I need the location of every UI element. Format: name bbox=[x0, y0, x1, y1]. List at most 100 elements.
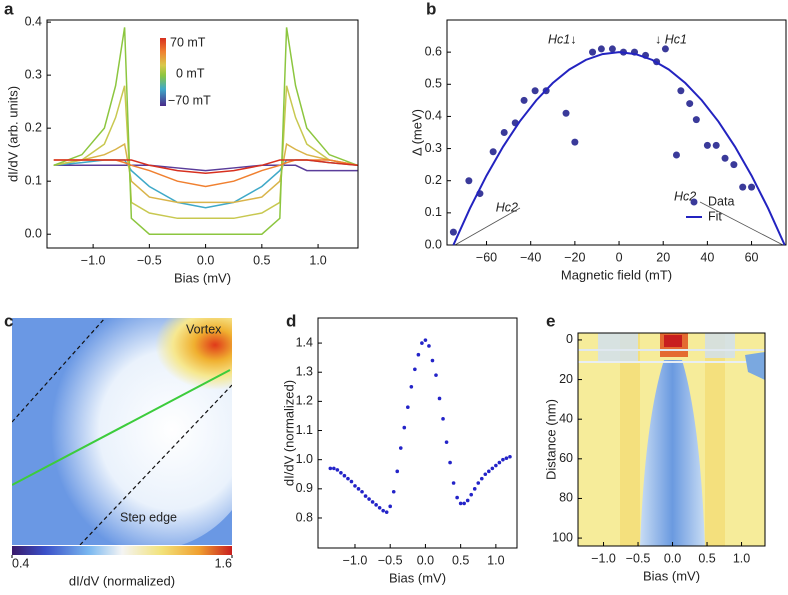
y-axis-label: Distance (nm) bbox=[543, 399, 558, 480]
y-axis-label: Δ (meV) bbox=[409, 109, 424, 156]
x-tick-label: 0 bbox=[616, 250, 623, 264]
data-point bbox=[703, 141, 711, 149]
data-point bbox=[377, 505, 382, 510]
data-point bbox=[692, 116, 700, 124]
data-point bbox=[437, 396, 442, 401]
x-axis-label: Bias (mV) bbox=[174, 270, 231, 285]
panel-label: d bbox=[286, 311, 296, 330]
x-tick-label: 0.0 bbox=[664, 551, 681, 565]
line-series bbox=[53, 159, 358, 174]
y-tick-label: 0.1 bbox=[25, 173, 42, 187]
line-series bbox=[53, 164, 358, 172]
data-point bbox=[356, 487, 361, 491]
annotation: Hc2 bbox=[674, 189, 696, 203]
x-tick-label: −1.0 bbox=[343, 553, 368, 567]
y-tick-label: 80 bbox=[559, 491, 573, 505]
plot-frame bbox=[317, 317, 518, 549]
x-tick-label: −0.5 bbox=[626, 551, 651, 565]
data-point bbox=[449, 228, 457, 236]
data-point bbox=[360, 489, 364, 494]
x-tick-label: 0.5 bbox=[452, 553, 469, 567]
guide-line bbox=[454, 207, 521, 246]
data-point bbox=[661, 45, 669, 53]
legend-label: Fit bbox=[708, 209, 722, 223]
y-tick-label: 100 bbox=[552, 530, 573, 544]
data-point bbox=[465, 498, 470, 503]
data-point bbox=[501, 457, 505, 462]
line-series bbox=[53, 27, 358, 235]
data-point bbox=[739, 183, 747, 191]
x-tick-label: −1.0 bbox=[81, 253, 106, 267]
data-point bbox=[374, 503, 378, 507]
x-tick-label: 40 bbox=[700, 250, 714, 264]
data-point bbox=[409, 384, 414, 389]
y-tick-label: 1.3 bbox=[296, 365, 313, 379]
data-point bbox=[346, 476, 350, 481]
data-point bbox=[328, 466, 333, 471]
x-tick-label: −1.0 bbox=[591, 551, 616, 565]
y-tick-label: 0.3 bbox=[25, 67, 42, 81]
y-tick-label: 0.9 bbox=[296, 481, 313, 495]
data-point bbox=[391, 489, 396, 494]
data-point bbox=[487, 469, 491, 474]
data-point bbox=[384, 510, 389, 514]
data-point bbox=[349, 479, 354, 484]
y-axis-label: dI/dV (normalized) bbox=[281, 380, 296, 486]
data-point bbox=[721, 154, 729, 162]
annotation: Vortex bbox=[186, 322, 222, 336]
data-point bbox=[458, 501, 463, 506]
y-tick-label: 0.6 bbox=[425, 44, 442, 58]
annotation: Hc1↓ bbox=[548, 32, 576, 46]
data-point bbox=[686, 100, 694, 108]
data-point bbox=[520, 96, 528, 104]
data-point bbox=[672, 151, 680, 159]
colorbar bbox=[12, 546, 232, 555]
data-point bbox=[597, 45, 605, 53]
panel-label: e bbox=[546, 311, 555, 330]
data-point bbox=[342, 473, 347, 478]
plot-frame bbox=[577, 332, 766, 547]
y-tick-label: 0.0 bbox=[425, 237, 442, 251]
data-point bbox=[444, 440, 449, 444]
data-point bbox=[677, 87, 685, 95]
data-point bbox=[462, 501, 466, 506]
data-point bbox=[381, 508, 385, 513]
data-point bbox=[465, 177, 473, 185]
data-point bbox=[472, 487, 477, 491]
x-axis-label: Bias (mV) bbox=[643, 568, 700, 583]
x-tick-label: −60 bbox=[476, 250, 497, 264]
colorbar-tick-label: 0.4 bbox=[12, 556, 29, 570]
data-point bbox=[589, 48, 597, 56]
x-axis-label: Bias (mV) bbox=[389, 570, 446, 585]
annotation: Step edge bbox=[120, 510, 177, 524]
data-point bbox=[448, 460, 452, 465]
data-point bbox=[455, 495, 459, 500]
data-point bbox=[423, 338, 428, 342]
y-tick-label: 0.3 bbox=[425, 141, 442, 155]
map-image bbox=[12, 318, 232, 545]
guide-line bbox=[699, 201, 784, 246]
data-point bbox=[434, 373, 438, 377]
y-tick-label: 0.4 bbox=[25, 14, 42, 28]
data-point bbox=[402, 425, 407, 430]
legend-label: Data bbox=[708, 194, 734, 208]
y-tick-label: 1.1 bbox=[296, 423, 313, 437]
data-point bbox=[712, 141, 720, 149]
data-point bbox=[413, 367, 417, 372]
data-point bbox=[479, 476, 484, 481]
data-point bbox=[388, 504, 393, 509]
x-tick-label: 0.5 bbox=[698, 551, 715, 565]
annotation: Hc2 bbox=[496, 200, 518, 214]
x-axis-label: Magnetic field (mT) bbox=[561, 267, 672, 282]
panel-label: c bbox=[4, 311, 13, 330]
line-series bbox=[452, 51, 786, 246]
data-point bbox=[420, 341, 424, 345]
y-tick-label: 0.4 bbox=[425, 109, 442, 123]
data-point bbox=[497, 460, 502, 465]
data-point bbox=[406, 405, 410, 410]
line-series bbox=[53, 159, 358, 209]
line-series bbox=[53, 85, 358, 220]
data-point bbox=[427, 344, 431, 348]
data-point bbox=[398, 446, 403, 450]
x-tick-label: −40 bbox=[520, 250, 541, 264]
